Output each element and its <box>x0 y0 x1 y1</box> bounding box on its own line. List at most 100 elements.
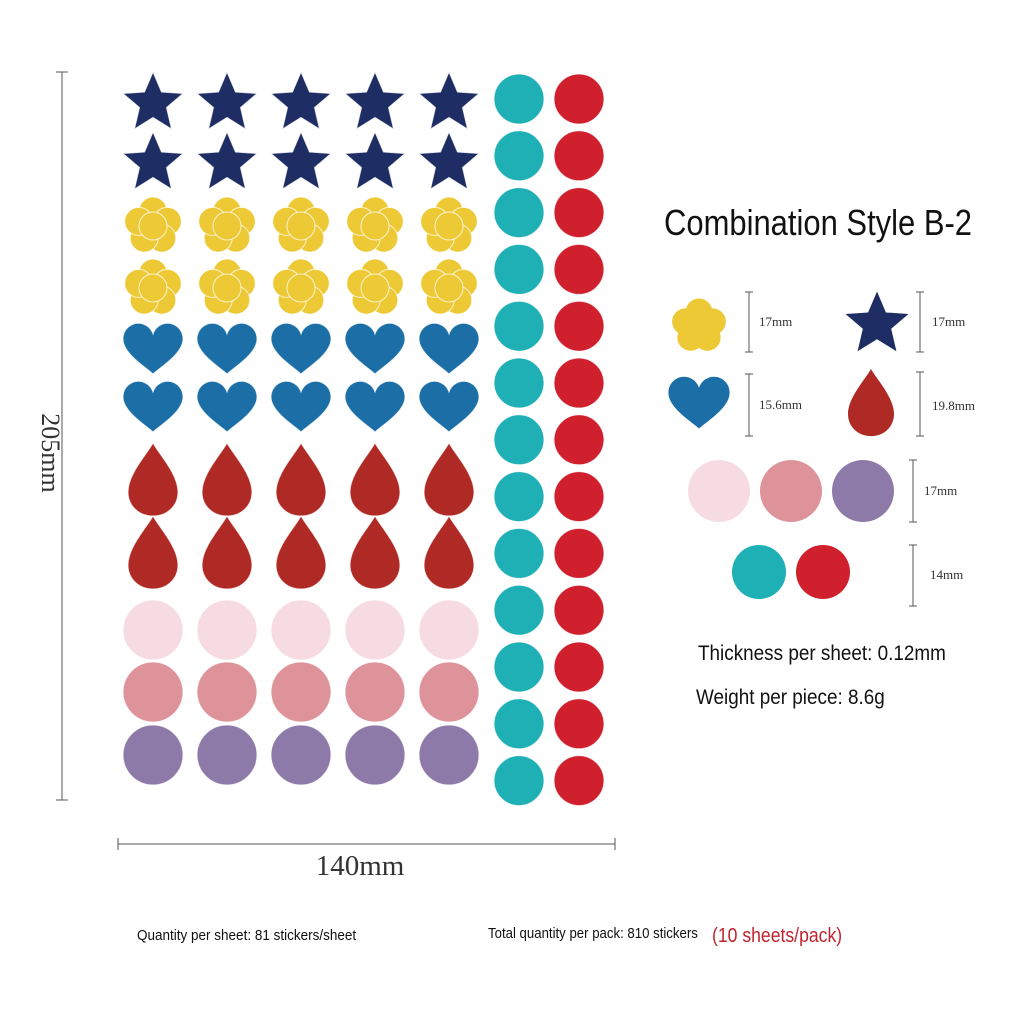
star-sticker <box>122 71 184 130</box>
drop-sticker <box>349 442 401 517</box>
flower-sticker <box>198 196 256 253</box>
heart-size-label: 15.6mm <box>759 397 802 412</box>
product-title: Combination Style B-2 <box>664 202 973 243</box>
dot-sticker <box>493 357 545 409</box>
drop-sticker <box>275 515 327 590</box>
circle-sticker <box>196 599 258 661</box>
heart-sticker <box>122 380 184 433</box>
dot-sticker <box>553 300 605 352</box>
circle-sticker <box>418 724 480 786</box>
weight-text: Weight per piece: 8.6g <box>696 686 885 709</box>
circle-sticker <box>270 661 332 723</box>
dot-sticker <box>493 755 545 807</box>
dot-sticker <box>493 698 545 750</box>
drop-sticker <box>127 515 179 590</box>
drop-size-label: 19.8mm <box>932 398 975 413</box>
dot-sticker <box>553 357 605 409</box>
quantity-per-pack: Total quantity per pack: 810 stickers <box>488 925 698 942</box>
drop-sticker <box>275 442 327 517</box>
star-sticker <box>270 131 332 190</box>
small-circle-size-label: 14mm <box>930 567 964 582</box>
flower-sticker <box>346 196 404 253</box>
dot-sticker <box>553 755 605 807</box>
star-size-label: 17mm <box>932 314 966 329</box>
dot-sticker <box>553 414 605 466</box>
dot-sticker <box>553 584 605 636</box>
dot-sticker <box>553 130 605 182</box>
dot-sticker <box>553 471 605 523</box>
circle-sticker <box>270 599 332 661</box>
circle-sticker <box>270 724 332 786</box>
star-sticker <box>196 131 258 190</box>
star-sticker <box>270 71 332 130</box>
flower-sticker <box>198 258 256 315</box>
spec-flower-icon <box>672 298 726 351</box>
dot-sticker <box>493 641 545 693</box>
circle-sticker <box>344 724 406 786</box>
drop-sticker <box>201 515 253 590</box>
heart-sticker <box>196 380 258 433</box>
quantity-per-sheet: Quantity per sheet: 81 stickers/sheet <box>137 927 357 944</box>
spec-pink-circle <box>760 460 822 522</box>
spec-purple-circle <box>832 460 894 522</box>
pack-note: (10 sheets/pack) <box>712 925 843 947</box>
dot-sticker <box>493 130 545 182</box>
flower-sticker <box>420 258 478 315</box>
flower-sticker <box>346 258 404 315</box>
dot-sticker <box>493 527 545 579</box>
star-sticker <box>196 71 258 130</box>
star-sticker <box>122 131 184 190</box>
flower-sticker <box>272 258 330 315</box>
spec-drop-icon <box>848 368 894 437</box>
spec-star-icon <box>845 291 909 352</box>
dot-sticker <box>493 187 545 239</box>
height-label: 205mm <box>36 413 65 493</box>
circle-sticker <box>344 661 406 723</box>
width-label: 140mm <box>315 850 405 882</box>
star-sticker <box>344 71 406 130</box>
dot-sticker <box>553 527 605 579</box>
heart-sticker <box>344 322 406 375</box>
heart-sticker <box>418 380 480 433</box>
flower-sticker <box>272 196 330 253</box>
flower-sticker <box>124 258 182 315</box>
drop-sticker <box>349 515 401 590</box>
dot-sticker <box>553 187 605 239</box>
dot-sticker <box>553 243 605 295</box>
thickness-text: Thickness per sheet: 0.12mm <box>698 642 946 665</box>
star-sticker <box>418 131 480 190</box>
dot-sticker <box>493 243 545 295</box>
circle-sticker <box>122 661 184 723</box>
dot-sticker <box>493 300 545 352</box>
heart-sticker <box>270 380 332 433</box>
circle-sticker <box>122 599 184 661</box>
dot-sticker <box>493 73 545 125</box>
heart-sticker <box>122 322 184 375</box>
circle-sticker <box>196 724 258 786</box>
dot-sticker <box>493 584 545 636</box>
star-sticker <box>344 131 406 190</box>
dot-sticker <box>553 641 605 693</box>
drop-sticker <box>201 442 253 517</box>
heart-sticker <box>270 322 332 375</box>
circle-sticker <box>418 661 480 723</box>
heart-sticker <box>418 322 480 375</box>
circle-sticker <box>418 599 480 661</box>
dot-sticker <box>493 471 545 523</box>
drop-sticker <box>423 515 475 590</box>
flower-sticker <box>124 196 182 253</box>
circle-sticker <box>122 724 184 786</box>
star-sticker <box>418 71 480 130</box>
dot-sticker <box>493 414 545 466</box>
dot-sticker <box>553 73 605 125</box>
spec-heart-icon <box>668 376 730 429</box>
drop-sticker <box>423 442 475 517</box>
dot-sticker <box>553 698 605 750</box>
spec-light-pink-circle <box>688 460 750 522</box>
heart-sticker <box>344 380 406 433</box>
circle-sticker <box>344 599 406 661</box>
spec-teal-circle <box>732 545 786 599</box>
flower-sticker <box>420 196 478 253</box>
flower-size-label: 17mm <box>759 314 793 329</box>
drop-sticker <box>127 442 179 517</box>
